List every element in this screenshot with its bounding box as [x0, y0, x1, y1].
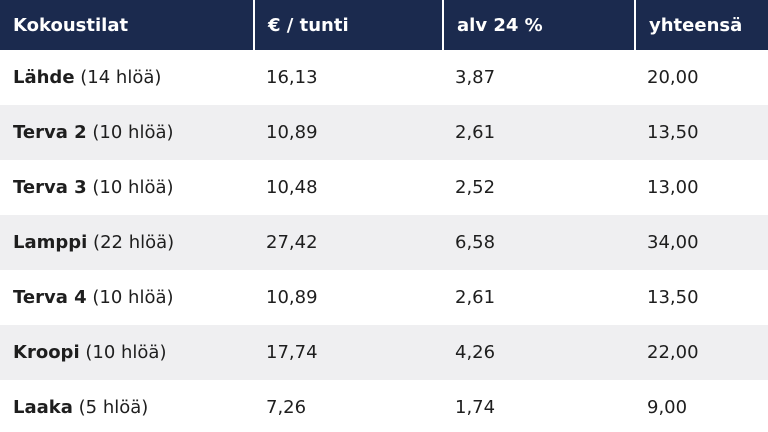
room-name: Kroopi: [13, 342, 80, 363]
vat-cell: 2,52: [442, 160, 634, 215]
total-cell: 20,00: [634, 50, 768, 105]
total-cell: 9,00: [634, 380, 768, 432]
table-header-row: Kokoustilat € / tunti alv 24 % yhteensä: [0, 0, 768, 50]
room-cell: Laaka (5 hlöä): [0, 380, 253, 432]
vat-cell: 1,74: [442, 380, 634, 432]
room-capacity: (10 hlöä): [92, 287, 174, 308]
vat-cell: 4,26: [442, 325, 634, 380]
price-cell: 10,89: [253, 270, 442, 325]
header-price-per-hour: € / tunti: [253, 0, 442, 50]
vat-cell: 2,61: [442, 270, 634, 325]
room-capacity: (5 hlöä): [78, 397, 149, 418]
price-cell: 27,42: [253, 215, 442, 270]
price-cell: 7,26: [253, 380, 442, 432]
vat-cell: 6,58: [442, 215, 634, 270]
table-row: Lähde (14 hlöä) 16,13 3,87 20,00: [0, 50, 768, 105]
price-cell: 10,89: [253, 105, 442, 160]
room-cell: Lähde (14 hlöä): [0, 50, 253, 105]
room-capacity: (10 hlöä): [85, 342, 167, 363]
header-vat: alv 24 %: [442, 0, 634, 50]
table-row: Terva 3 (10 hlöä) 10,48 2,52 13,00: [0, 160, 768, 215]
table-row: Terva 4 (10 hlöä) 10,89 2,61 13,50: [0, 270, 768, 325]
room-name: Laaka: [13, 397, 73, 418]
price-cell: 17,74: [253, 325, 442, 380]
room-capacity: (14 hlöä): [80, 67, 162, 88]
price-cell: 10,48: [253, 160, 442, 215]
room-name: Lähde: [13, 67, 75, 88]
table-row: Terva 2 (10 hlöä) 10,89 2,61 13,50: [0, 105, 768, 160]
room-name: Terva 4: [13, 287, 87, 308]
room-name: Terva 2: [13, 122, 87, 143]
table-row: Kroopi (10 hlöä) 17,74 4,26 22,00: [0, 325, 768, 380]
price-cell: 16,13: [253, 50, 442, 105]
room-cell: Terva 4 (10 hlöä): [0, 270, 253, 325]
room-cell: Kroopi (10 hlöä): [0, 325, 253, 380]
room-name: Lamppi: [13, 232, 88, 253]
total-cell: 34,00: [634, 215, 768, 270]
room-capacity: (10 hlöä): [92, 177, 174, 198]
vat-cell: 3,87: [442, 50, 634, 105]
total-cell: 13,00: [634, 160, 768, 215]
header-room: Kokoustilat: [0, 0, 253, 50]
room-cell: Terva 2 (10 hlöä): [0, 105, 253, 160]
header-total: yhteensä: [634, 0, 768, 50]
room-capacity: (22 hlöä): [93, 232, 175, 253]
table-row: Lamppi (22 hlöä) 27,42 6,58 34,00: [0, 215, 768, 270]
total-cell: 22,00: [634, 325, 768, 380]
vat-cell: 2,61: [442, 105, 634, 160]
room-capacity: (10 hlöä): [92, 122, 174, 143]
room-name: Terva 3: [13, 177, 87, 198]
room-cell: Lamppi (22 hlöä): [0, 215, 253, 270]
table-row: Laaka (5 hlöä) 7,26 1,74 9,00: [0, 380, 768, 432]
total-cell: 13,50: [634, 105, 768, 160]
room-cell: Terva 3 (10 hlöä): [0, 160, 253, 215]
total-cell: 13,50: [634, 270, 768, 325]
